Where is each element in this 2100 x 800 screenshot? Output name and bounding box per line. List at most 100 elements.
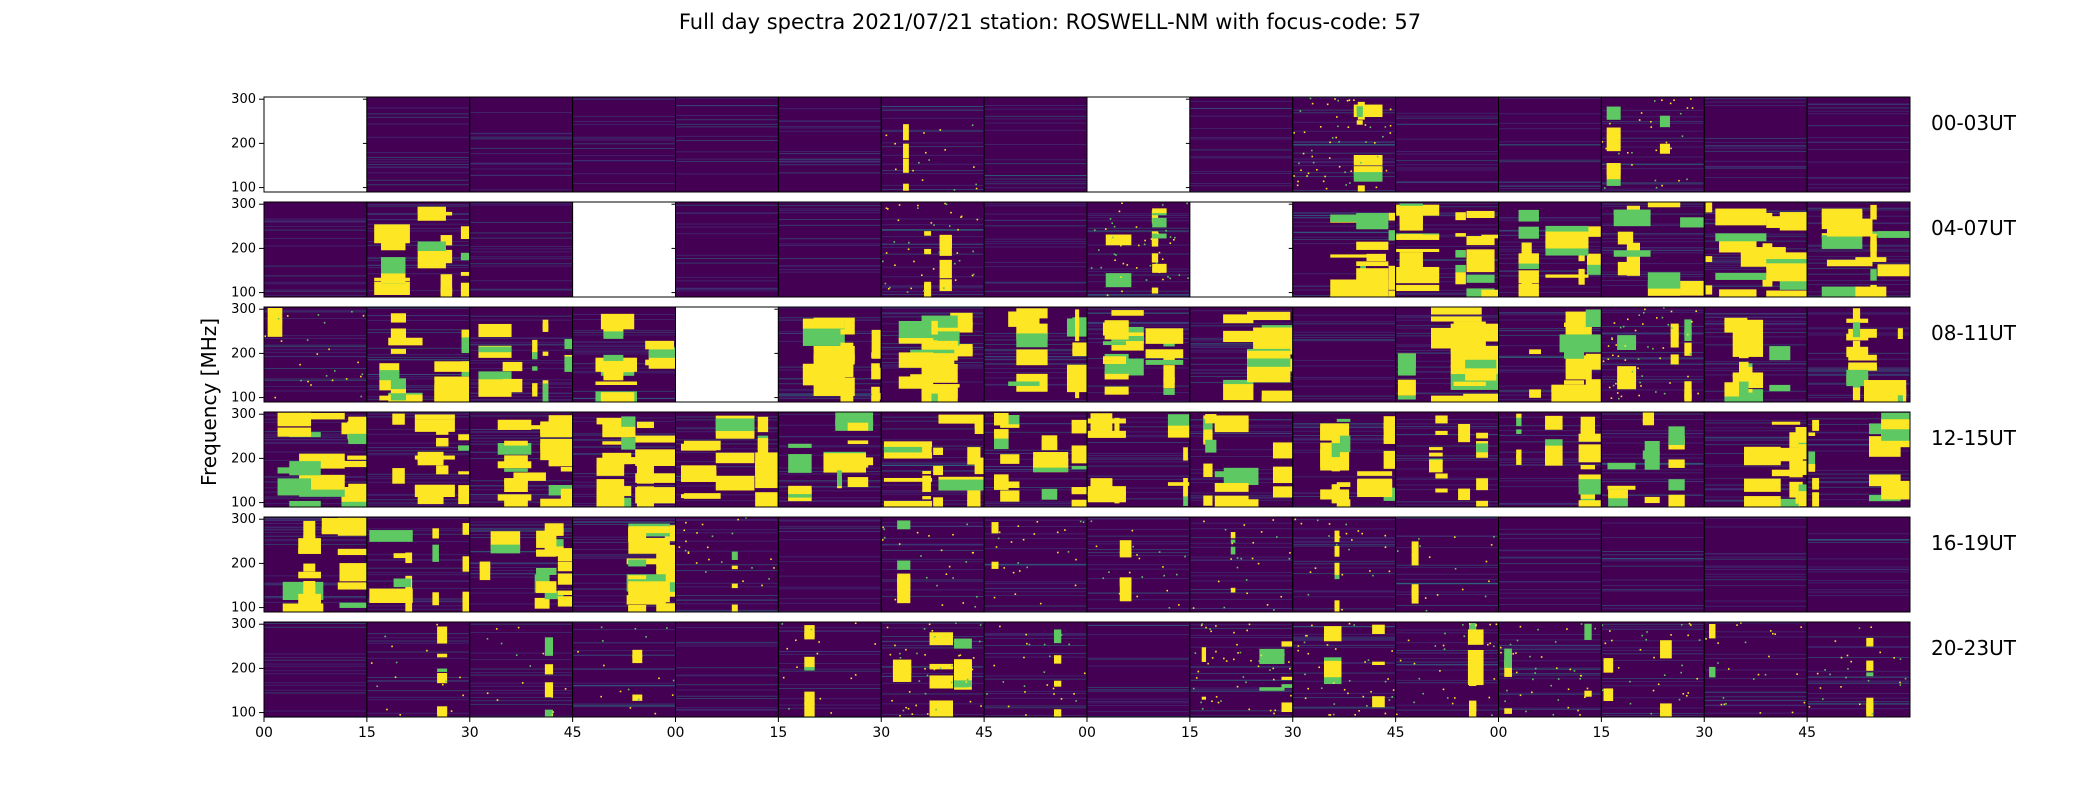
spectrogram-panel <box>675 306 779 403</box>
y-tick-label: 200 <box>231 346 256 361</box>
spectra-row-12-15UT: 100 200 300 12-15UT <box>231 407 2017 510</box>
spectrogram-panel <box>983 96 1088 193</box>
y-tick-label: 200 <box>231 661 256 676</box>
spectrogram-panel <box>1189 96 1294 193</box>
x-tick-label: 15 <box>358 725 376 741</box>
x-tick-label: 30 <box>461 725 479 741</box>
spectrogram-panel <box>469 411 574 508</box>
spectrogram-panel <box>777 96 882 193</box>
spectrogram-panel <box>1292 411 1397 508</box>
empty-panel <box>675 306 779 403</box>
spectrogram-panel <box>880 516 985 613</box>
spectrogram-panel <box>1806 306 1911 403</box>
spectrogram-panel <box>1498 96 1602 193</box>
x-tick-label: 00 <box>255 725 273 741</box>
spectra-row-04-07UT: 100 200 300 04-07UT <box>231 197 2017 300</box>
spectrogram-panel <box>1806 96 1911 193</box>
spectrogram-panel <box>469 306 574 403</box>
spectrogram-panel <box>1395 516 1499 613</box>
spectrogram-panel <box>1292 201 1397 298</box>
y-tick-label: 200 <box>231 556 256 571</box>
spectrogram-panel <box>1498 516 1602 613</box>
spectrogram-panel <box>1806 516 1911 613</box>
spectrogram-panel <box>1600 621 1705 718</box>
spectrogram-panel <box>777 201 882 298</box>
spectrogram-panel <box>1498 411 1602 508</box>
spectrogram-panel <box>1395 201 1499 298</box>
spectrogram-panel <box>1189 201 1294 298</box>
spectrogram-panel <box>263 201 368 298</box>
y-tick-label: 100 <box>231 286 256 301</box>
x-tick-label: 30 <box>1695 725 1713 741</box>
spectrogram-panel <box>572 306 676 403</box>
spectra-row-20-23UT: 100 200 300 20-23UT <box>231 617 2017 720</box>
spectrogram-panel <box>469 621 574 718</box>
spectrogram-panel <box>1703 621 1808 718</box>
spectrogram-panel <box>263 411 368 508</box>
spectrogram-panel <box>1189 411 1294 508</box>
spectrogram-panel <box>983 516 1088 613</box>
empty-panel <box>572 201 676 298</box>
spectrogram-panel <box>469 516 574 613</box>
y-tick-label: 100 <box>231 601 256 616</box>
spectrogram-panel <box>1086 621 1191 718</box>
chart-title: Full day spectra 2021/07/21 station: ROS… <box>678 10 1422 34</box>
spectrogram-panel <box>366 411 471 508</box>
spectrogram-panel <box>1600 306 1705 403</box>
spectrogram-panel <box>1498 621 1602 718</box>
spectrogram-panel <box>1292 96 1397 193</box>
spectrogram-panel <box>983 411 1088 508</box>
x-tick-label: 45 <box>564 725 582 741</box>
y-tick-label: 200 <box>231 241 256 256</box>
x-tick-label: 00 <box>667 725 685 741</box>
spectrogram-panel <box>1703 306 1808 403</box>
row-label: 00-03UT <box>1931 111 2017 135</box>
spectrogram-panel <box>1600 516 1705 613</box>
spectrogram-panel <box>1395 411 1499 508</box>
x-tick-label: 45 <box>1387 725 1405 741</box>
spectrogram-panel <box>983 306 1088 403</box>
spectrogram-panel <box>263 96 368 193</box>
spectrogram-panel <box>366 621 471 718</box>
spectrogram-panel <box>1395 621 1499 718</box>
spectrogram-panel <box>572 201 676 298</box>
spectrogram-panel <box>1086 516 1191 613</box>
empty-panel <box>263 96 368 193</box>
x-tick-label: 00 <box>1078 725 1096 741</box>
spectrogram-panel <box>675 621 779 718</box>
spectra-row-00-03UT: 100 200 300 00-03UT <box>231 92 2017 195</box>
spectrogram-panel <box>1806 411 1911 508</box>
spectrogram-panel <box>366 516 471 613</box>
spectrogram-panel <box>1498 201 1602 298</box>
spectrogram-panel <box>1086 411 1191 508</box>
spectrogram-panel <box>1600 411 1705 508</box>
spectrogram-panel <box>572 96 676 193</box>
y-tick-label: 300 <box>231 302 256 317</box>
row-label: 12-15UT <box>1931 426 2017 450</box>
spectrogram-panel <box>880 306 985 403</box>
x-tick-label: 30 <box>872 725 890 741</box>
y-tick-label: 300 <box>231 92 256 107</box>
y-tick-label: 100 <box>231 391 256 406</box>
spectrogram-panel <box>1189 306 1294 403</box>
x-tick-label: 30 <box>1284 725 1302 741</box>
x-tick-label: 15 <box>1592 725 1610 741</box>
row-label: 20-23UT <box>1931 636 2017 660</box>
spectrogram-panel <box>1806 621 1911 718</box>
y-tick-label: 300 <box>231 617 256 632</box>
spectrogram-panel <box>366 96 471 193</box>
spectrogram-panel <box>1086 201 1191 298</box>
spectrogram-panel <box>675 411 779 508</box>
spectrogram-panel <box>880 411 985 508</box>
spectrogram-panel <box>1189 516 1294 613</box>
spectrogram-panel <box>983 201 1088 298</box>
spectrogram-panel <box>675 96 779 193</box>
spectrogram-panel <box>263 516 368 613</box>
spectrogram-panel <box>1292 621 1397 718</box>
spectrogram-panel <box>1703 201 1808 298</box>
spectrogram-panel <box>1395 306 1499 403</box>
spectrogram-panel <box>880 621 985 718</box>
spectrogram-panel <box>1292 516 1397 613</box>
